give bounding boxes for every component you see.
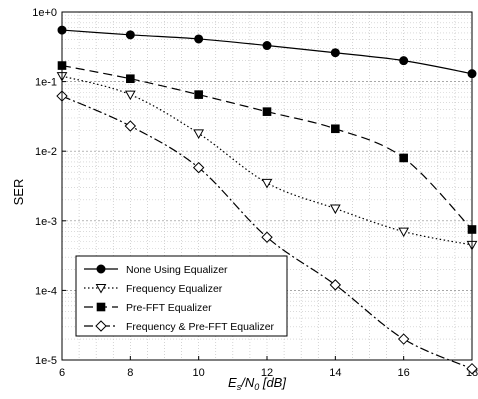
data-point-4-6 — [397, 333, 410, 345]
y-tick-label: 1e-3 — [35, 216, 57, 228]
legend-item-4: Frequency & Pre-FFT Equalizer — [84, 320, 275, 333]
data-point-2-6 — [398, 227, 410, 238]
data-point-1-4 — [262, 41, 272, 51]
data-point-2-2 — [124, 90, 136, 101]
legend-label: Frequency & Pre-FFT Equalizer — [126, 321, 275, 333]
data-point-3-2 — [126, 74, 135, 84]
data-point-2-5 — [329, 204, 341, 215]
data-point-1-5 — [330, 48, 340, 58]
data-point-legend-2 — [95, 284, 107, 294]
x-axis-title: Es/N0 [dB] — [228, 375, 286, 392]
data-point-legend-3 — [96, 302, 106, 312]
y-tick-label: 1e-5 — [35, 355, 57, 367]
x-tick-label: 8 — [127, 367, 133, 379]
data-point-2-3 — [193, 129, 205, 139]
y-tick-label: 1e-1 — [35, 77, 57, 89]
legend-item-1: None Using Equalizer — [84, 264, 228, 276]
x-tick-label: 6 — [59, 367, 65, 379]
y-tick-label: 1e+0 — [32, 7, 57, 19]
legend: None Using Equalizer Frequency Equalizer P… — [75, 255, 288, 337]
legend-item-2: Frequency Equalizer — [84, 283, 223, 295]
x-tick-label: 16 — [398, 367, 410, 379]
data-point-legend-4 — [95, 320, 107, 332]
legend-item-3: Pre-FFT Equalizer — [84, 302, 212, 314]
x-tick-label: 12 — [261, 367, 273, 379]
data-point-4-7 — [466, 362, 478, 375]
data-point-1-2 — [125, 30, 135, 40]
plot-frame — [61, 11, 473, 361]
data-point-3-5 — [331, 124, 340, 134]
x-axis-title-e: E — [228, 375, 237, 390]
data-point-4-5 — [329, 279, 342, 291]
y-tick-label: 1e-2 — [35, 146, 57, 158]
data-point-4-4 — [261, 231, 273, 243]
legend-items: None Using Equalizer Frequency Equalizer P… — [84, 264, 275, 333]
data-point-1-3 — [194, 34, 204, 44]
x-axis-title-sub-0: 0 — [254, 382, 259, 392]
data-point-4-3 — [192, 161, 205, 174]
x-tick-label: 10 — [193, 367, 205, 379]
data-point-1-6 — [399, 56, 409, 66]
series-1 — [57, 25, 477, 79]
x-tick-label: 14 — [329, 367, 341, 379]
legend-label: Frequency Equalizer — [126, 283, 223, 295]
series-4 — [56, 90, 478, 375]
x-axis-title-sub-s: s — [237, 382, 242, 392]
data-point-3-4 — [262, 107, 272, 116]
x-axis-title-unit: [dB] — [259, 375, 286, 390]
y-axis-title: SER — [11, 179, 26, 206]
legend-label: Pre-FFT Equalizer — [126, 302, 212, 314]
data-point-2-4 — [261, 178, 273, 189]
data-point-4-2 — [124, 120, 137, 132]
data-point-3-3 — [194, 90, 203, 99]
x-axis-title-n: /N — [240, 375, 255, 390]
legend-label: None Using Equalizer — [126, 264, 228, 276]
y-tick-label: 1e-4 — [35, 285, 57, 297]
data-point-legend-1 — [96, 264, 106, 274]
data-point-3-6 — [399, 153, 408, 163]
